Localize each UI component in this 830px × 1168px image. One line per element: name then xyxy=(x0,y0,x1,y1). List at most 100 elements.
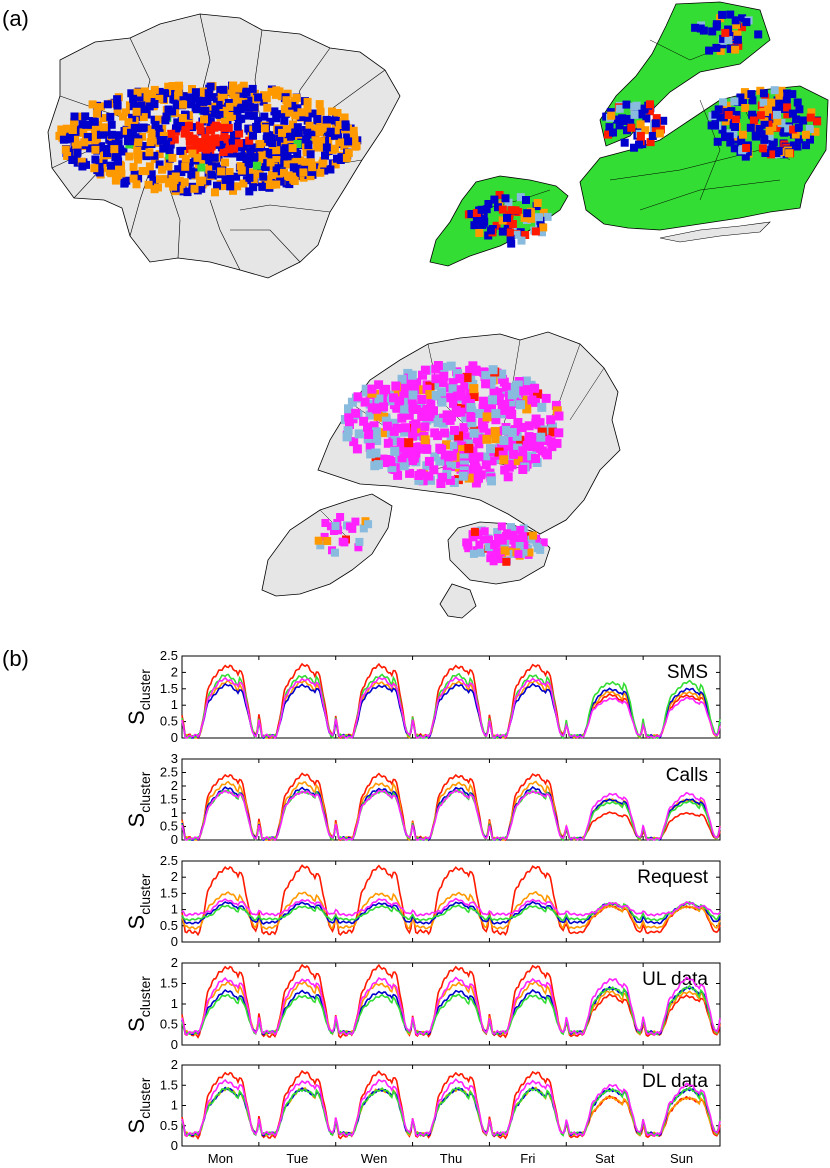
cluster-pixel xyxy=(493,528,502,536)
cluster-pixel xyxy=(266,117,275,126)
cluster-pixel xyxy=(211,93,220,102)
cluster-pixel xyxy=(533,544,542,553)
cluster-pixel xyxy=(635,140,643,149)
cluster-pixel xyxy=(472,209,481,217)
cluster-pixel xyxy=(498,450,508,460)
cluster-pixel xyxy=(546,415,556,425)
panel-sms: 00.5 11.5 22.5 Scluster SMS xyxy=(124,648,721,745)
cluster-pixel xyxy=(499,455,509,465)
cluster-pixel xyxy=(132,107,141,116)
cluster-pixel xyxy=(127,128,135,137)
cluster-pixel xyxy=(233,106,242,115)
cluster-pixel xyxy=(75,112,84,121)
cluster-pixel xyxy=(113,95,122,104)
cluster-pixel xyxy=(248,84,257,93)
cluster-pixel xyxy=(414,475,424,485)
cluster-pixel xyxy=(793,98,802,107)
cluster-pixel xyxy=(399,397,409,407)
cluster-pixel xyxy=(92,109,101,118)
cluster-pixel xyxy=(714,105,723,114)
cluster-pixel xyxy=(740,88,749,97)
cluster-pixel xyxy=(380,428,390,438)
cluster-pixel xyxy=(318,159,327,168)
cluster-pixel xyxy=(107,161,115,170)
y-axis-label: Scluster xyxy=(124,873,153,929)
cluster-pixel xyxy=(374,380,384,390)
cluster-pixel xyxy=(285,180,294,189)
cluster-pixel xyxy=(456,385,466,395)
cluster-pixel xyxy=(449,398,458,408)
cluster-pixel xyxy=(134,174,143,183)
london-cluster-pixels xyxy=(55,81,362,197)
cluster-pixel xyxy=(742,144,751,152)
cluster-pixel xyxy=(733,30,742,39)
cluster-pixel xyxy=(486,444,495,454)
cluster-pixel xyxy=(167,129,176,138)
y-axis-label-main: S xyxy=(124,1017,149,1032)
cluster-pixel xyxy=(191,94,200,103)
cluster-pixel xyxy=(293,140,302,148)
cluster-pixel xyxy=(520,213,529,222)
cluster-pixel xyxy=(209,109,218,118)
cluster-pixel xyxy=(224,87,233,95)
cluster-pixel xyxy=(404,410,414,420)
cluster-pixel xyxy=(742,18,751,27)
cluster-pixel xyxy=(99,158,108,167)
cluster-pixel xyxy=(425,412,435,422)
cluster-pixel xyxy=(313,115,322,123)
cluster-pixel xyxy=(201,134,210,142)
cluster-pixel xyxy=(507,410,517,419)
cluster-pixel xyxy=(359,524,368,533)
cluster-pixel xyxy=(369,421,379,431)
cluster-pixel xyxy=(361,387,371,397)
y-tick-label: 2.5 xyxy=(160,765,178,780)
cluster-pixel xyxy=(451,405,461,415)
cluster-pixel xyxy=(527,395,537,405)
cluster-pixel xyxy=(273,139,282,148)
series-line xyxy=(181,864,721,937)
cluster-pixel xyxy=(272,156,281,164)
panel-title: Request xyxy=(637,867,708,888)
cluster-pixel xyxy=(155,160,164,169)
cluster-pixel xyxy=(478,403,488,413)
cluster-pixel xyxy=(128,113,137,122)
cluster-pixel xyxy=(111,153,120,162)
y-tick-label: 2.5 xyxy=(160,648,178,663)
cluster-pixel xyxy=(470,221,479,230)
cluster-pixel xyxy=(78,162,87,171)
cluster-pixel xyxy=(732,20,741,29)
cluster-pixel xyxy=(523,385,533,395)
cluster-pixel xyxy=(317,137,326,146)
cluster-pixel xyxy=(220,117,229,126)
cluster-pixel xyxy=(454,431,464,441)
cluster-pixel xyxy=(167,170,176,179)
cluster-pixel xyxy=(407,370,417,380)
cluster-pixel xyxy=(113,107,122,116)
cluster-pixel xyxy=(462,373,472,383)
series-line xyxy=(181,900,721,925)
cluster-pixel xyxy=(453,436,463,446)
cluster-pixel xyxy=(249,183,258,192)
cluster-pixel xyxy=(301,157,310,166)
cluster-pixel xyxy=(407,395,417,405)
cluster-pixel xyxy=(236,162,245,171)
cluster-pixel xyxy=(307,158,316,167)
panel-label-b: (b) xyxy=(2,646,29,671)
series-line xyxy=(181,1086,721,1137)
cluster-pixel xyxy=(125,152,134,161)
cluster-pixel xyxy=(474,452,484,462)
cluster-pixel xyxy=(161,175,170,184)
cluster-pixel xyxy=(537,402,547,412)
cluster-pixel xyxy=(404,438,414,448)
cluster-pixel xyxy=(479,423,489,433)
cluster-pixel xyxy=(411,419,421,429)
cluster-pixel xyxy=(333,154,341,163)
cluster-pixel xyxy=(302,135,311,144)
cluster-pixel xyxy=(448,378,458,388)
cluster-pixel xyxy=(367,403,377,413)
cluster-pixel xyxy=(475,229,484,237)
cluster-pixel xyxy=(381,384,391,394)
cluster-pixel xyxy=(514,550,523,559)
cluster-pixel xyxy=(363,422,372,432)
cluster-pixel xyxy=(417,395,427,404)
